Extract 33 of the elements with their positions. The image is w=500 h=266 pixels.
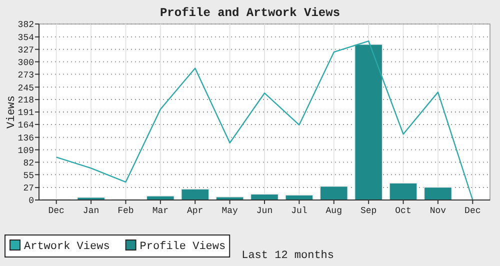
x-tick-label: May [222,206,239,216]
x-tick-label: Dec [48,206,64,216]
y-tick-label: 245 [18,83,34,94]
y-tick-label: 300 [18,58,34,68]
x-tick-label: Apr [187,206,204,216]
x-tick-label: Jul [291,206,308,216]
x-tick-label: Feb [118,206,134,216]
legend-label: Profile Views [140,241,226,253]
chart-title: Profile and Artwork Views [160,6,340,20]
y-tick-label: 82 [23,158,34,168]
y-tick-label: 218 [18,96,34,106]
y-tick-label: 164 [18,120,34,131]
x-tick-label: Nov [430,206,447,216]
x-tick-label: Aug [326,206,342,216]
y-tick-label: 136 [18,133,34,144]
x-tick-label: Jan [82,206,100,216]
y-tick-label: 354 [18,33,34,44]
y-tick-label: 273 [18,70,34,80]
x-tick-label: Dec [464,206,481,216]
y-tick-label: 0 [28,196,34,206]
x-tick-label: Oct [395,206,412,216]
y-axis-title: Views [6,95,18,129]
x-tick-label: Sep [360,206,377,216]
x-axis-title: Last 12 months [242,250,334,262]
y-tick-label: 109 [18,146,34,156]
y-tick-label: 327 [18,45,34,56]
x-tick-label: Mar [152,206,169,216]
y-tick-label: 55 [23,170,34,181]
y-tick-label: 382 [18,20,34,30]
y-tick-label: 191 [18,108,34,118]
y-tick-label: 27 [23,184,34,194]
legend-label: Artwork Views [24,241,110,253]
x-tick-label: Jun [256,206,273,216]
